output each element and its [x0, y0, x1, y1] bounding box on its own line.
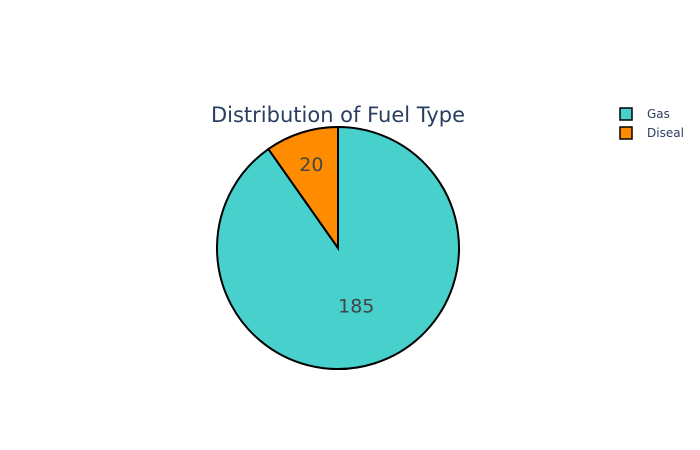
slice-value-label-gas: 185	[338, 296, 374, 318]
legend-swatch-diseal[interactable]	[619, 126, 633, 140]
chart-title: Distribution of Fuel Type	[211, 103, 465, 127]
slice-value-label-diseal: 20	[299, 154, 323, 176]
legend: Gas Diseal	[619, 107, 684, 140]
legend-label-diseal[interactable]: Diseal	[647, 126, 684, 140]
legend-swatch-gas[interactable]	[619, 107, 633, 121]
legend-label-gas[interactable]: Gas	[647, 107, 670, 121]
pie-slice-diseal	[266, 125, 339, 252]
pie-slices	[216, 125, 460, 370]
pie-slice-labels: 185 20	[299, 154, 374, 318]
